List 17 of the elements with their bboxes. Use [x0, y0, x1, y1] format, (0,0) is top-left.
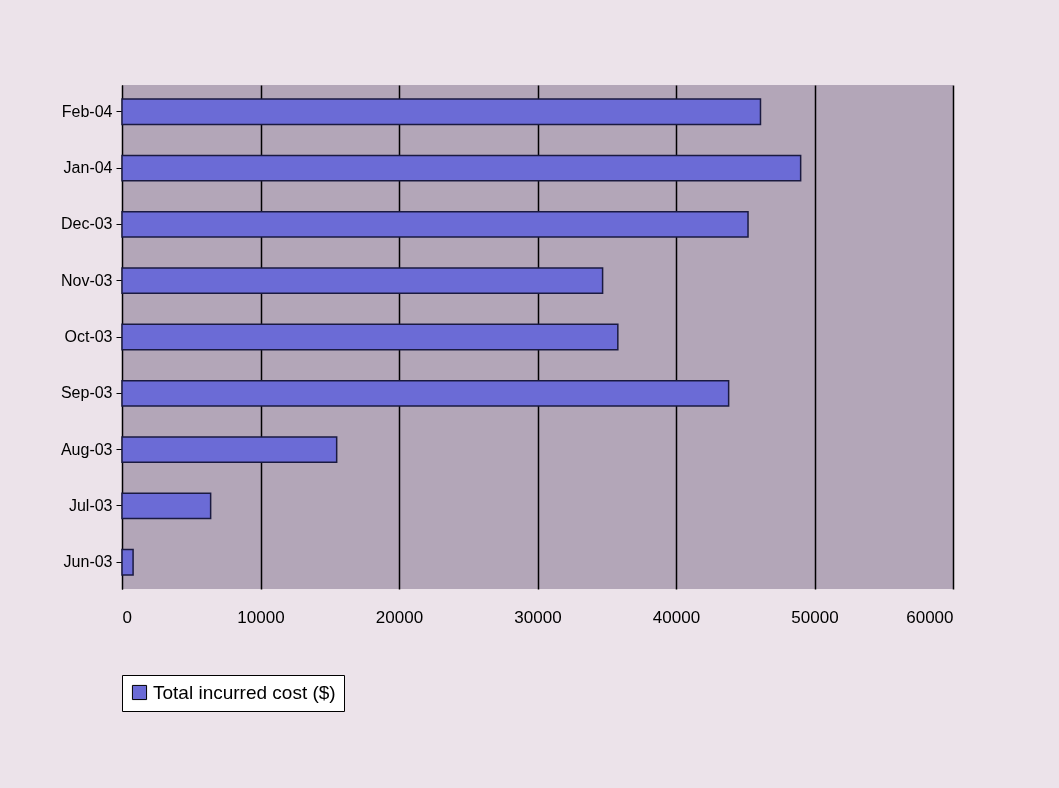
x-tick-label: 40000	[652, 607, 701, 627]
y-tick-label: Jun-03	[63, 553, 113, 571]
y-tick-label: Aug-03	[60, 440, 113, 458]
y-tick-label: Sep-03	[60, 384, 113, 402]
y-tick-label: Oct-03	[64, 328, 113, 345]
y-tick-label: Nov-03	[60, 271, 113, 289]
x-tick-label: 60000	[906, 607, 954, 627]
legend-label: Total incurred cost ($)	[153, 681, 336, 703]
x-tick-label: 0	[122, 607, 132, 627]
y-tick-label: Jul-03	[68, 496, 113, 514]
x-tick-label: 50000	[791, 607, 839, 627]
y-tick-label: Dec-03	[60, 215, 113, 233]
y-tick-label: Feb-04	[61, 102, 113, 120]
y-tick-label: Jan-04	[63, 159, 113, 177]
x-tick-label: 20000	[375, 607, 424, 627]
x-tick-label: 10000	[237, 607, 285, 627]
x-tick-label: 30000	[514, 607, 562, 627]
